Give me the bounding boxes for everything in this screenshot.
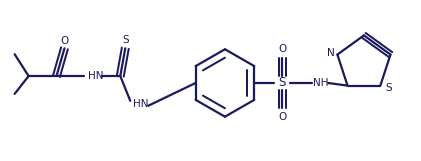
Text: NH: NH (313, 78, 329, 88)
Text: HN: HN (133, 99, 149, 109)
Text: S: S (122, 35, 128, 45)
Text: N: N (327, 48, 334, 58)
Text: O: O (278, 44, 286, 54)
Text: S: S (279, 76, 286, 90)
Text: S: S (385, 83, 392, 93)
Text: O: O (278, 112, 286, 122)
Text: HN: HN (88, 71, 103, 81)
Text: O: O (60, 36, 69, 46)
